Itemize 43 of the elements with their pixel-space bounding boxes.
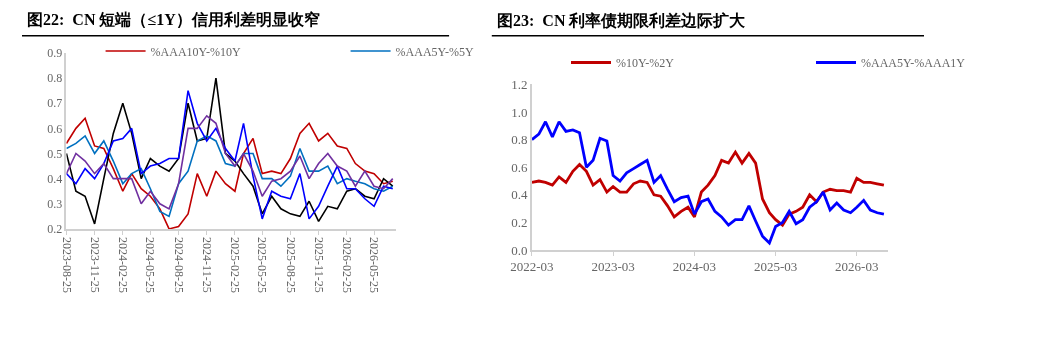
- y-tick-label: 0.2: [511, 214, 528, 230]
- x-tick-label: 2023-11-25: [87, 237, 102, 293]
- x-tick-label: 2026-02-25: [339, 237, 354, 294]
- line-series: [66, 135, 394, 218]
- y-tick-label: 0.7: [47, 96, 63, 111]
- line-series: [531, 150, 886, 227]
- y-tick-label: 0.4: [511, 187, 529, 203]
- y-tick-label: 0.8: [47, 71, 63, 86]
- x-tick-label: 2022-03: [510, 259, 554, 275]
- x-tick-label: 2025-02-25: [228, 237, 243, 294]
- y-tick-label: 0.0: [511, 242, 528, 258]
- y-tick-label: 0.6: [511, 159, 529, 175]
- legend-label: %10Y-%2Y: [616, 56, 675, 71]
- x-tick-label: 2025-03: [753, 259, 798, 275]
- x-tick-label: 2025-05-25: [255, 237, 270, 294]
- y-tick-label: 0.6: [47, 121, 63, 136]
- x-tick-label: 2024-02-25: [115, 237, 130, 294]
- legend-label: %AAA5Y-%5Y: [395, 44, 474, 59]
- chart-title: 图22: CN 短端（≤1Y）信用利差明显收窄: [27, 11, 320, 29]
- y-tick-label: 0.4: [47, 171, 63, 186]
- x-tick-label: 2025-11-25: [311, 237, 326, 293]
- y-tick-label: 0.8: [511, 132, 528, 148]
- y-tick-label: 1.2: [511, 77, 528, 93]
- chart-title: 图23: CN 利率债期限利差边际扩大: [497, 11, 747, 29]
- legend-label: %AAA10Y-%10Y: [150, 44, 241, 59]
- y-tick-label: 0.2: [47, 222, 63, 237]
- legend-label: %AAA5Y-%AAA1Y: [861, 56, 966, 71]
- y-tick-label: 0.5: [47, 146, 63, 161]
- x-tick-label: 2023-03: [591, 259, 635, 275]
- y-tick-label: 1.0: [511, 104, 528, 120]
- x-tick-label: 2024-05-25: [143, 237, 158, 294]
- y-tick-label: 0.9: [47, 46, 63, 61]
- line-series: [66, 117, 394, 229]
- x-tick-label: 2026-05-25: [367, 237, 382, 294]
- x-tick-label: 2025-08-25: [283, 237, 298, 294]
- x-tick-label: 2024-08-25: [171, 237, 186, 294]
- line-series: [531, 120, 886, 245]
- x-tick-label: 2024-11-25: [199, 237, 214, 293]
- line-series: [66, 114, 394, 210]
- x-tick-label: 2026-03: [835, 259, 879, 275]
- x-tick-label: 2024-03: [672, 259, 717, 275]
- x-tick-label: 2023-08-25: [59, 237, 74, 294]
- y-tick-label: 0.3: [47, 197, 63, 211]
